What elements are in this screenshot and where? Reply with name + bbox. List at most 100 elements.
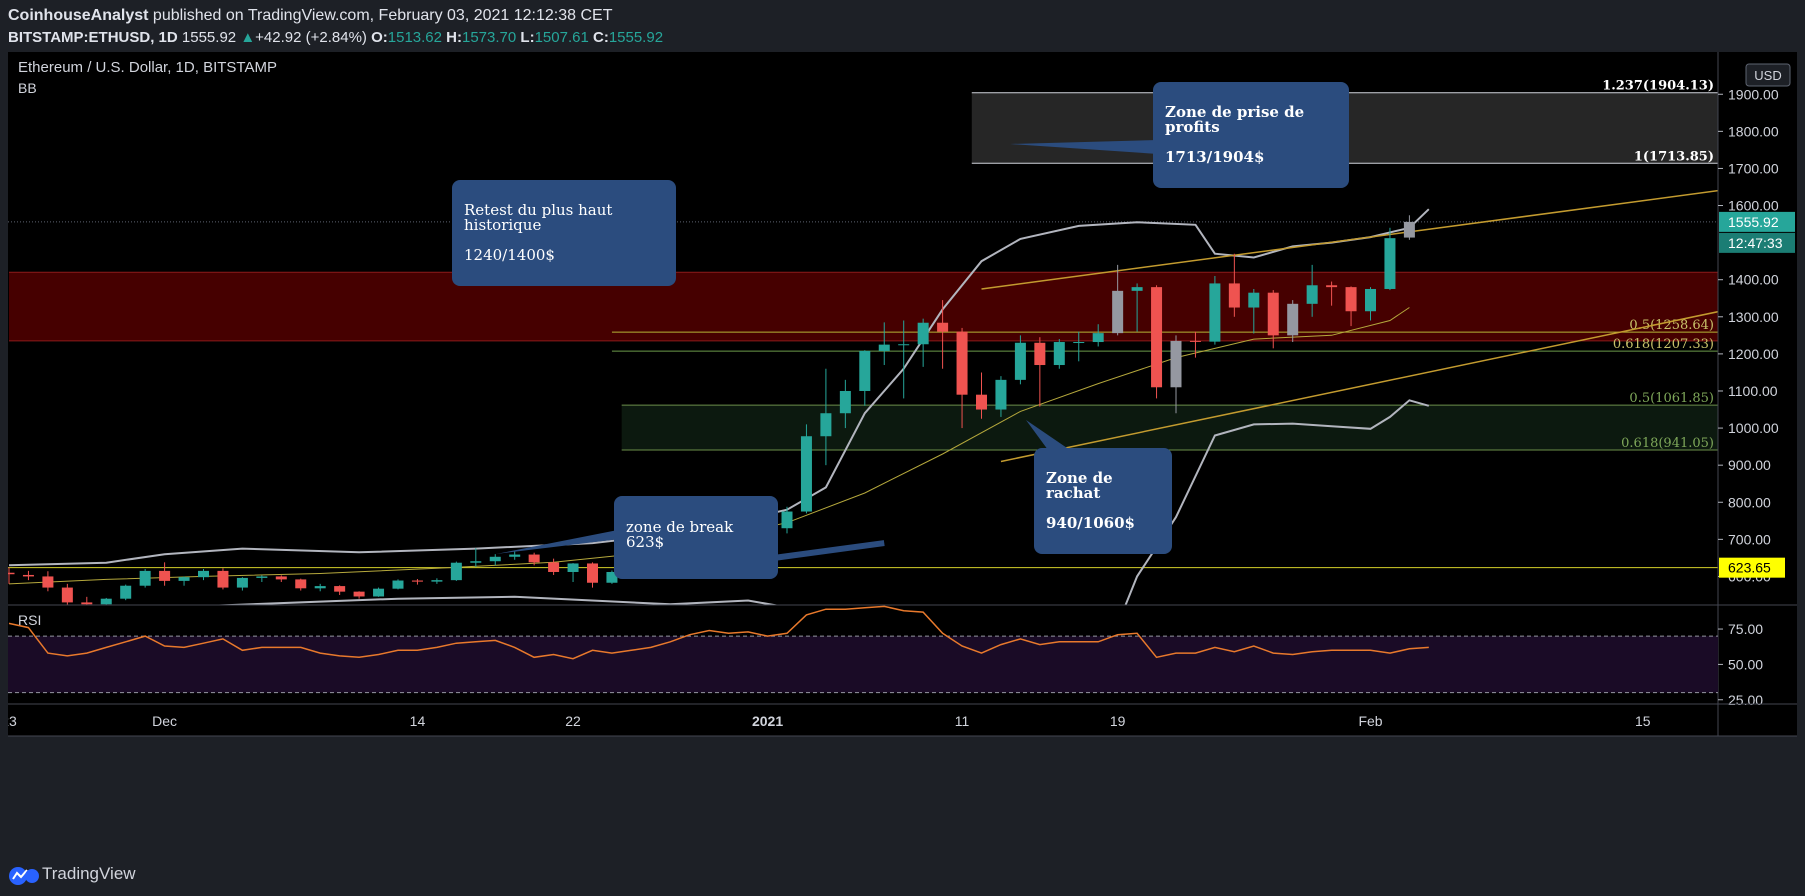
x-tick-label: 11 [955,713,970,729]
candle-body [548,562,560,572]
candle-body [1248,292,1260,308]
footer: TradingView [0,856,1805,896]
annotation-rachat-line1: Zone de rachat [1046,469,1113,502]
tradingview-logo-icon[interactable] [8,864,40,888]
trendline [981,189,1718,290]
candle-body [898,344,910,346]
countdown-tag-label: 12:47:33 [1728,235,1783,251]
chart-frame[interactable]: 1.237(1904.13) 1(1713.85) 0.5(1258.64) 0.61… [8,52,1797,848]
annotation-rachat-pointer [1026,420,1070,450]
chart-header: CoinhouseAnalyst published on TradingVie… [0,0,1805,52]
candle-body [139,570,151,586]
annotation-rachat[interactable]: Zone de rachat 940/1060$ [1034,448,1172,554]
y-tick-label: 700.00 [1728,531,1771,547]
y-tick-label: 800.00 [1728,494,1771,510]
candle-body [820,413,832,437]
candle-body [470,561,482,563]
candle-body [859,350,871,391]
symbol-label[interactable]: BITSTAMP:ETHUSD, 1D [8,29,178,46]
rsi-line [8,605,1429,660]
y-tick-label: 1000.00 [1728,420,1779,436]
candle-body [61,587,73,603]
annotation-profit-line2: 1713/1904$ [1165,148,1265,166]
rsi-tick-label: 25.00 [1728,692,1763,708]
candle-body [431,580,443,582]
candle-body [178,577,190,581]
open-value: 1513.62 [387,29,442,46]
candle-body [42,576,54,588]
candle-body [198,570,209,578]
candle-body [1228,283,1240,308]
candle-body [1267,292,1279,336]
published-text: published on TradingView.com, February 0… [152,7,613,24]
quote-line: BITSTAMP:ETHUSD, 1D 1555.92 ▲+42.92 (+2.… [8,29,663,46]
candle-body [1189,340,1201,342]
footer-background [8,736,1797,848]
candle-body [587,563,598,583]
break-level-tag [1719,557,1785,578]
candle-body [1287,303,1299,336]
annotation-retest-line2: 1240/1400$ [464,246,555,264]
candle-body [1170,340,1182,388]
candle-body [1403,221,1415,238]
annotation-retest-line1: Retest du plus haut historique [464,201,613,234]
candle-body [159,570,171,581]
level-label: 0.5(1061.85) [1629,391,1714,406]
annotation-retest[interactable]: Retest du plus haut historique 1240/1400… [452,180,676,286]
last-price-tag [1719,211,1795,232]
candle-body [956,331,968,395]
x-tick-label: Feb [1358,713,1382,729]
candle-body [450,562,462,581]
candle-body [937,322,949,332]
candle-body [81,602,93,605]
countdown-tag [1719,232,1795,253]
candle-body [256,576,268,578]
candle-body [8,572,15,575]
annotation-profit[interactable]: Zone de prise de profits 1713/1904$ [1153,82,1349,188]
last-price-tag-label: 1555.92 [1728,214,1779,230]
change-value: +42.92 (+2.84%) [255,29,367,46]
annotation-break-pointer [496,528,628,554]
candle-body [120,585,132,599]
candle-body [353,591,365,597]
candle-body [800,436,812,512]
low-value: 1507.61 [534,29,589,46]
candle-body [839,390,851,414]
close-value: 1555.92 [608,29,664,46]
level-label: 0.618(941.05) [1621,436,1714,451]
x-tick-label: 22 [565,713,581,729]
x-tick-label: 19 [1110,713,1126,729]
candle-body [606,571,618,583]
candle-body [528,554,540,563]
currency-badge [1745,63,1791,87]
high-label: H: [446,29,462,46]
level-label: 1.237(1904.13) [1602,79,1714,94]
candle-body [781,511,793,529]
annotation-break-line1: zone de break 623$ [626,518,734,551]
annotation-break[interactable]: zone de break 623$ [614,496,778,579]
open-label: O: [371,29,388,46]
y-tick-label: 1900.00 [1728,86,1779,102]
candle-body [1073,342,1085,344]
author-name[interactable]: CoinhouseAnalyst [8,7,149,24]
zone-resistance [9,272,1718,341]
annotation-rachat-line2: 940/1060$ [1046,514,1135,532]
high-value: 1573.70 [462,29,517,46]
y-tick-label: 1400.00 [1728,272,1779,288]
candle-body [1092,333,1104,343]
rsi-band [8,636,1718,693]
price-axis-bg [1718,52,1797,736]
chart-canvas[interactable]: 1.237(1904.13) 1(1713.85) 0.5(1258.64) 0.61… [8,52,1797,848]
candle-body [1112,290,1124,334]
candle-body [392,580,404,589]
level-label: 0.618(1207.33) [1613,337,1714,352]
tradingview-brand[interactable]: TradingView [42,864,136,883]
annotation-profit-pointer [1010,140,1158,154]
last-price-value: 1555.92 [181,29,237,46]
y-tick-label: 1300.00 [1728,309,1779,325]
candle-body [1053,342,1065,366]
candle-body [489,556,501,562]
y-tick-label: 1800.00 [1728,123,1779,139]
up-triangle-icon: ▲ [240,29,256,46]
rsi-label: RSI [18,612,41,628]
